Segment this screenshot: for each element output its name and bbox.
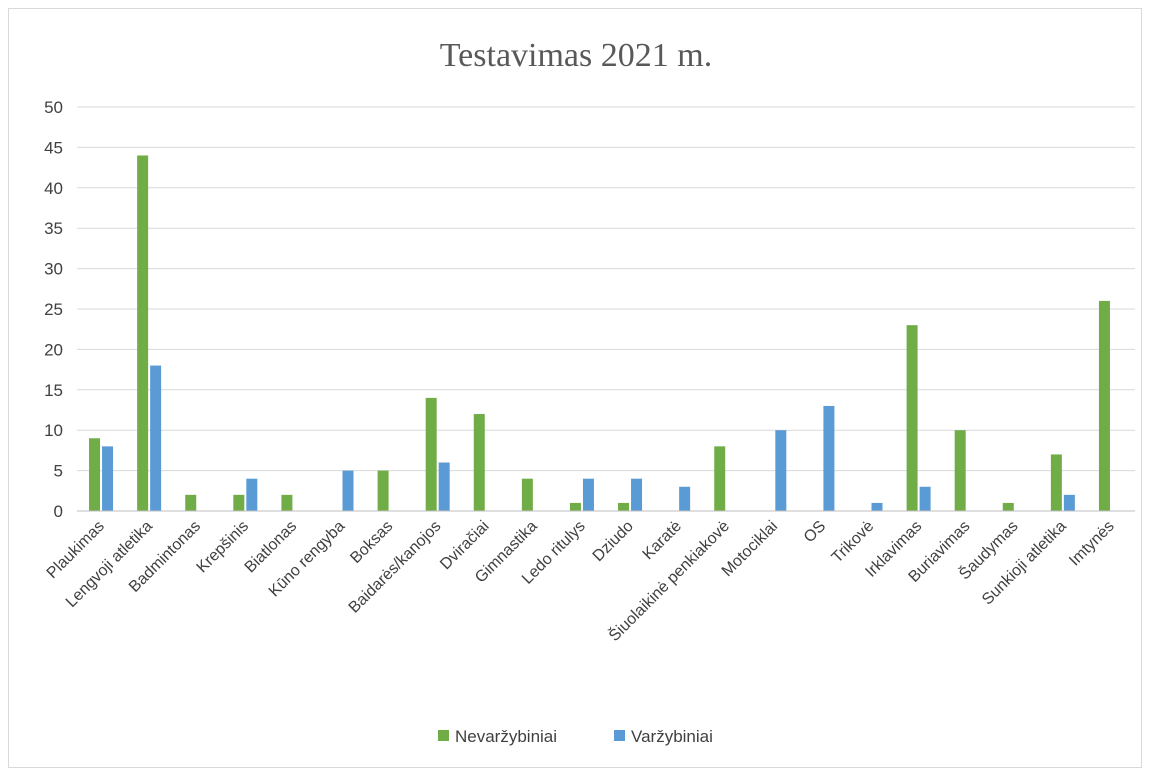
legend-label: Nevaržybiniai (455, 727, 557, 746)
x-tick-label: OS (801, 518, 829, 546)
y-tick-label: 15 (44, 381, 63, 400)
bar-nevarzybiniai (281, 494, 293, 511)
bar-nevarzybiniai (954, 430, 966, 511)
y-tick-label: 20 (44, 340, 63, 359)
bar-nevarzybiniai (233, 494, 245, 511)
bar-nevarzybiniai (377, 470, 389, 511)
y-tick-label: 30 (44, 260, 63, 279)
y-tick-label: 5 (54, 462, 63, 481)
y-axis-ticks: 0 5 10 15 20 25 30 35 40 45 50 (44, 98, 63, 521)
bar-varzybiniai (102, 446, 114, 511)
bar-varzybiniai (342, 470, 354, 511)
bar-nevarzybiniai (473, 414, 485, 511)
x-tick-label: Krepšinis (194, 518, 253, 577)
x-tick-label: Trikovė (829, 518, 878, 567)
bar-nevarzybiniai (185, 494, 197, 511)
bar-varzybiniai (919, 486, 931, 511)
bar-nevarzybiniai (1050, 454, 1062, 511)
bar-nevarzybiniai (1098, 300, 1110, 511)
x-tick-label: Karatė (640, 518, 685, 563)
bar-nevarzybiniai (1002, 502, 1014, 511)
legend-swatch (438, 730, 449, 741)
bar-nevarzybiniai (89, 438, 101, 511)
bar-varzybiniai (775, 430, 787, 511)
y-tick-label: 25 (44, 300, 63, 319)
legend: Nevaržybiniai Varžybiniai (438, 727, 713, 746)
y-tick-label: 40 (44, 179, 63, 198)
x-tick-label: Sunkioji atletika (979, 518, 1070, 609)
y-tick-label: 0 (54, 502, 63, 521)
bar-varzybiniai (871, 502, 883, 511)
bar-nevarzybiniai (618, 502, 630, 511)
chart-frame: Testavimas 2021 m. 0 5 10 15 20 25 30 35 40 45 50 … (8, 8, 1142, 768)
legend-label: Varžybiniai (631, 727, 713, 746)
bar-nevarzybiniai (569, 502, 581, 511)
bar-varzybiniai (582, 478, 594, 511)
bar-nevarzybiniai (714, 446, 726, 511)
chart-title: Testavimas 2021 m. (440, 37, 712, 74)
y-tick-label: 35 (44, 219, 63, 238)
x-tick-label: Imtynės (1066, 518, 1118, 570)
bars (89, 155, 1110, 512)
x-tick-label: Dziudo (590, 518, 637, 565)
bar-varzybiniai (679, 486, 691, 511)
y-tick-label: 10 (44, 421, 63, 440)
chart: Testavimas 2021 m. 05101520253035404550 … (44, 37, 1135, 746)
bar-varzybiniai (150, 365, 162, 511)
x-tick-label: Baidarės/kanojos (346, 518, 445, 617)
y-tick-label: 45 (44, 138, 63, 157)
bar-varzybiniai (823, 405, 835, 511)
x-tick-label: Lengvoji atletika (63, 518, 156, 611)
grid-lines (77, 106, 1135, 472)
bar-nevarzybiniai (521, 478, 533, 511)
y-tick-label: 50 (44, 98, 63, 117)
bar-varzybiniai (1063, 494, 1075, 511)
legend-swatch (614, 730, 625, 741)
bar-nevarzybiniai (906, 325, 918, 511)
bar-nevarzybiniai (137, 155, 149, 512)
bar-varzybiniai (246, 478, 258, 511)
bar-varzybiniai (631, 478, 643, 511)
bar-varzybiniai (438, 462, 450, 511)
x-tick-label: Boksas (347, 518, 396, 567)
bar-nevarzybiniai (425, 397, 437, 511)
